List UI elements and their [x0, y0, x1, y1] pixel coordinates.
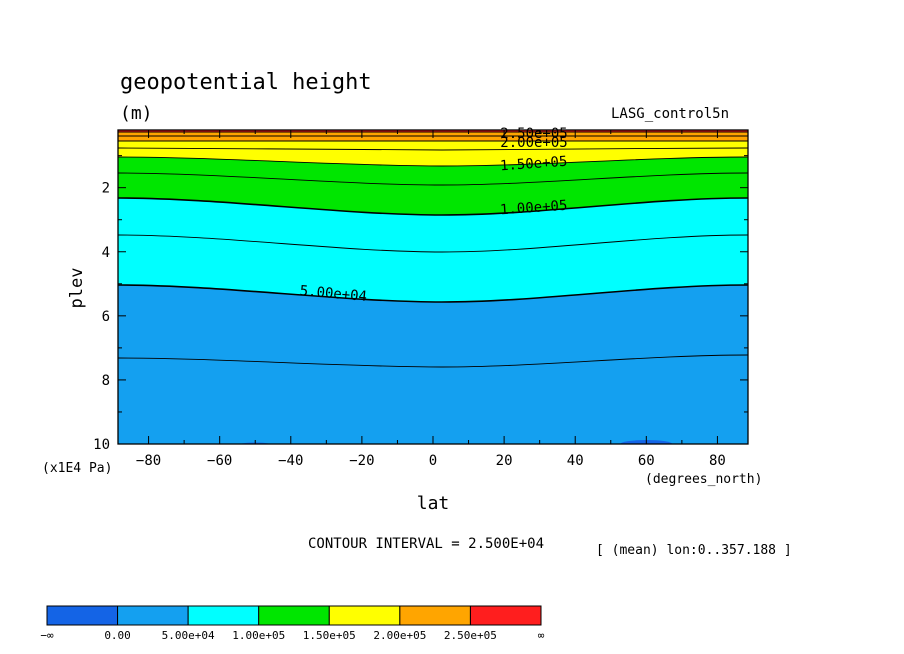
y-axis-label: plev	[67, 268, 87, 309]
x-tick-label: −20	[349, 453, 374, 469]
x-tick-label: 20	[496, 453, 513, 469]
colorbar-label: 0.00	[104, 629, 131, 642]
contour-label: 5.00e+04	[299, 283, 368, 305]
colorbar-label: 2.00e+05	[373, 629, 426, 642]
y-axis: 2 4 6 8 10	[93, 155, 748, 453]
contour-line	[118, 197, 748, 216]
y-tick-label: 4	[102, 245, 110, 261]
chart-units: (m)	[120, 103, 153, 124]
x-tick-label: −80	[136, 453, 161, 469]
x-tick-label: 0	[429, 453, 437, 469]
colorbar-swatch	[46, 605, 119, 626]
subset-note: [ (mean) lon:0..357.188 ]	[596, 543, 792, 558]
contour-label: 2.00e+05	[500, 135, 567, 151]
colorbar-swatch	[399, 605, 471, 626]
contour-line	[118, 172, 748, 186]
colorbar-label: 1.00e+05	[232, 629, 285, 642]
colorbar-swatch	[258, 605, 330, 626]
contour-interval: CONTOUR INTERVAL = 2.500E+04	[308, 536, 544, 552]
x-tick-label: 80	[709, 453, 726, 469]
colorbar-label: ∞	[538, 629, 545, 642]
colorbar-swatch	[117, 605, 189, 626]
y-tick-label: 8	[102, 373, 110, 389]
y-tick-label: 10	[93, 437, 110, 453]
contour-label: 1.50e+05	[500, 154, 568, 175]
dataset-label: LASG_control5n	[611, 106, 729, 122]
y-tick-label: 2	[102, 181, 110, 197]
colorbar-swatch	[469, 605, 542, 626]
contour-line	[118, 156, 748, 167]
contour-line	[118, 147, 748, 151]
contour-line	[118, 284, 748, 303]
x-axis-label: lat	[417, 493, 450, 514]
colorbar-swatch	[187, 605, 260, 626]
colorbar-label: −∞	[40, 629, 54, 642]
chart-title: geopotential height	[120, 70, 372, 95]
y-axis-units: (x1E4 Pa)	[42, 461, 112, 476]
x-tick-label: −40	[278, 453, 303, 469]
contour-line	[118, 234, 748, 253]
colorbar-label: 1.50e+05	[303, 629, 356, 642]
x-tick-label: 40	[567, 453, 584, 469]
contour-fill	[118, 130, 748, 444]
x-axis-units: (degrees_north)	[645, 472, 762, 487]
contour-label: 1.00e+05	[500, 198, 568, 219]
colorbar-label: 5.00e+04	[162, 629, 215, 642]
contour-line	[118, 354, 748, 368]
colorbar-label: 2.50e+05	[444, 629, 497, 642]
x-tick-label: −60	[207, 453, 232, 469]
colorbar: −∞ 0.00 5.00e+04 1.00e+05 1.50e+05 2.00e+05 2.…	[40, 605, 545, 642]
x-axis: −80 −60 −40 −20 0 20 40 60 80	[136, 130, 726, 469]
y-tick-label: 6	[102, 309, 110, 325]
colorbar-swatch	[328, 605, 401, 626]
x-tick-label: 60	[638, 453, 655, 469]
